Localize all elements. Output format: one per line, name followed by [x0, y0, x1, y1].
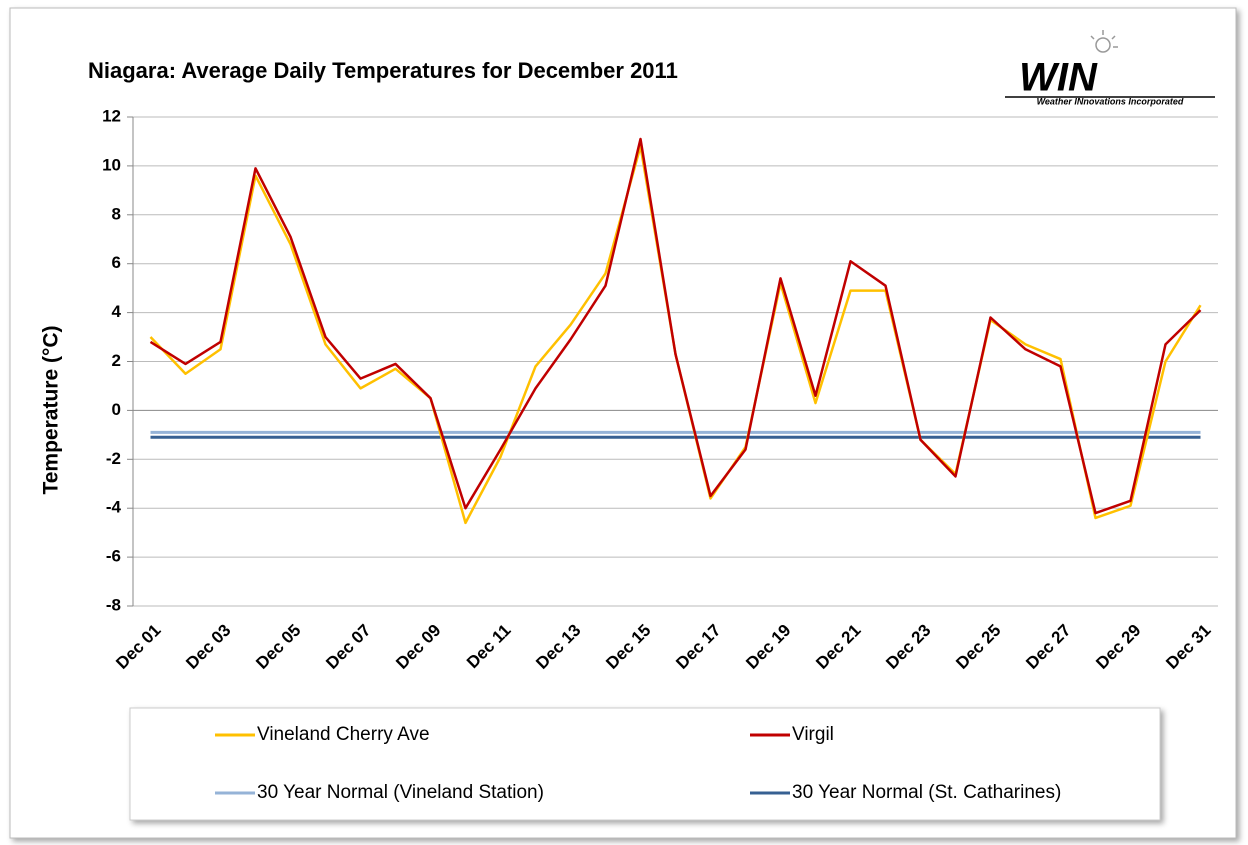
- y-tick-label: 0: [112, 400, 121, 419]
- y-tick-label: 2: [112, 351, 121, 370]
- y-tick-label: 10: [102, 155, 121, 174]
- series-line: [149, 137, 1202, 515]
- y-tick-label: -6: [106, 547, 121, 566]
- y-tick-label: 12: [102, 106, 121, 125]
- y-tick-label: 8: [112, 204, 121, 223]
- legend-label: Virgil: [792, 724, 834, 745]
- chart-title: Niagara: Average Daily Temperatures for …: [88, 58, 678, 83]
- logo: WIN: [1019, 56, 1098, 100]
- logo-subtitle: Weather INnovations Incorporated: [1037, 96, 1184, 106]
- legend-label: 30 Year Normal (St. Catharines): [792, 782, 1061, 803]
- y-axis-label: Temperature (°C): [40, 325, 63, 494]
- legend-label: Vineland Cherry Ave: [257, 724, 430, 745]
- y-tick-label: -2: [106, 449, 121, 468]
- legend-label: 30 Year Normal (Vineland Station): [257, 782, 544, 803]
- y-tick-label: 6: [112, 253, 121, 272]
- y-tick-label: -8: [106, 595, 121, 614]
- legend-box: [129, 707, 1161, 821]
- y-tick-label: 4: [112, 302, 122, 321]
- logo-sun: [1090, 30, 1118, 53]
- chart-frame: [9, 7, 1237, 839]
- y-tick-label: -4: [106, 498, 122, 517]
